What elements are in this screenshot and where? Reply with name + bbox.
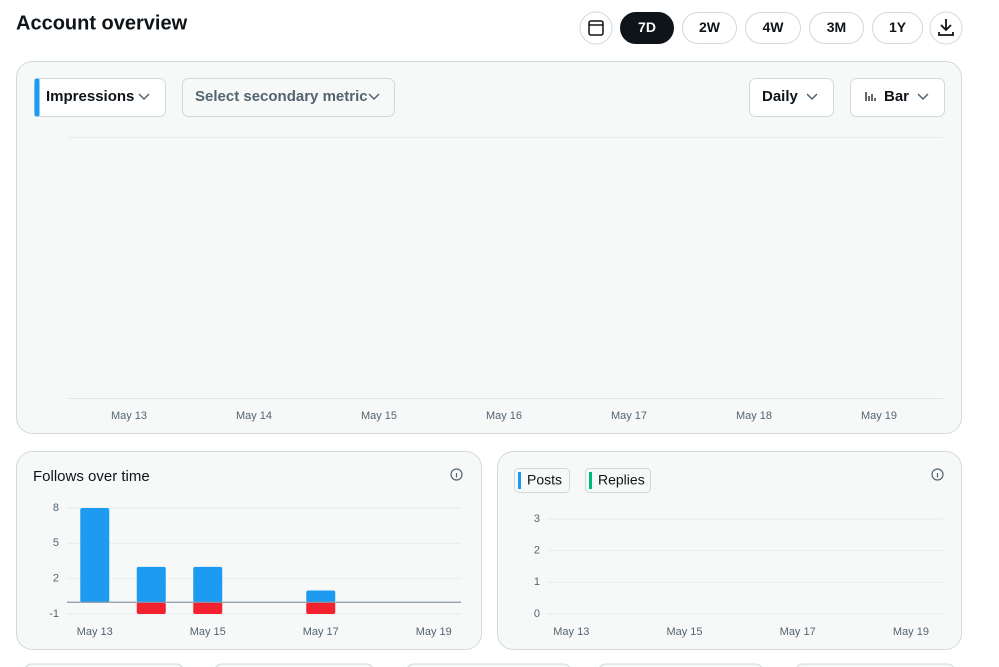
y-tick-label: 3	[534, 513, 540, 525]
range-button[interactable]: 1Y	[872, 12, 923, 44]
x-tick-label: May 17	[611, 410, 647, 422]
x-tick-label: May 19	[416, 626, 452, 638]
dropdown-label: Daily	[762, 88, 799, 105]
x-tick-label: May 17	[780, 626, 816, 638]
interval-dropdown[interactable]: Daily	[749, 78, 834, 117]
range-label: 4W	[763, 19, 785, 35]
info-icon[interactable]	[450, 468, 463, 481]
x-tick-label: May 19	[861, 410, 897, 422]
x-tick-label: May 15	[190, 626, 226, 638]
x-tick-label: May 19	[893, 626, 929, 638]
range-pill	[620, 12, 674, 44]
calendar-button[interactable]	[579, 11, 613, 45]
bar	[193, 566, 223, 603]
info-icon[interactable]	[931, 468, 944, 481]
range-pill	[745, 12, 801, 44]
bar	[136, 602, 166, 614]
legend-label: Posts	[527, 472, 562, 488]
range-button[interactable]: 3M	[809, 12, 864, 44]
card-title: Follows over time	[33, 468, 150, 485]
dropdown-label: Select secondary metric	[195, 88, 368, 105]
bar	[136, 566, 166, 603]
x-tick-label: May 15	[666, 626, 702, 638]
bar	[80, 508, 110, 603]
range-label: 7D	[638, 19, 656, 35]
dropdown-label: Bar	[884, 88, 909, 105]
x-tick-label: May 13	[77, 626, 113, 638]
bar	[306, 602, 336, 614]
page-title: Account overview	[16, 12, 188, 34]
range-label: 2W	[699, 19, 721, 35]
x-tick-label: May 16	[486, 410, 522, 422]
bar	[306, 590, 336, 603]
y-tick-label: 5	[53, 537, 59, 549]
x-tick-label: May 17	[303, 626, 339, 638]
range-label: 1Y	[889, 19, 907, 35]
bar	[193, 602, 223, 614]
range-button[interactable]: 7D	[620, 12, 674, 44]
x-tick-label: May 13	[111, 410, 147, 422]
main-card	[16, 61, 962, 434]
dropdown-label: Impressions	[46, 88, 134, 105]
x-tick-label: May 15	[361, 410, 397, 422]
legend-replies[interactable]: Replies	[585, 468, 651, 493]
chart-style-dropdown[interactable]: Bar	[850, 78, 945, 117]
range-label: 3M	[827, 19, 846, 35]
y-tick-label: 2	[53, 573, 59, 585]
legend-posts[interactable]: Posts	[514, 468, 570, 493]
x-tick-label: May 13	[553, 626, 589, 638]
y-tick-label: -1	[49, 608, 59, 620]
range-button[interactable]: 4W	[745, 12, 801, 44]
follows-card	[16, 451, 482, 650]
range-pill	[682, 12, 737, 44]
cards-below	[25, 663, 954, 667]
range-pill	[872, 12, 923, 44]
x-tick-label: May 14	[236, 410, 272, 422]
y-tick-label: 1	[534, 576, 540, 588]
y-tick-label: 8	[53, 502, 59, 514]
range-button[interactable]: 2W	[682, 12, 737, 44]
range-pill	[809, 12, 864, 44]
x-tick-label: May 18	[736, 410, 772, 422]
download-button[interactable]	[929, 11, 963, 45]
secondary-metric-dropdown[interactable]: Select secondary metric	[182, 78, 395, 117]
primary-metric-dropdown[interactable]: Impressions	[34, 78, 166, 117]
y-tick-label: 2	[534, 545, 540, 557]
y-tick-label: 0	[534, 608, 540, 620]
legend-label: Replies	[598, 472, 645, 488]
